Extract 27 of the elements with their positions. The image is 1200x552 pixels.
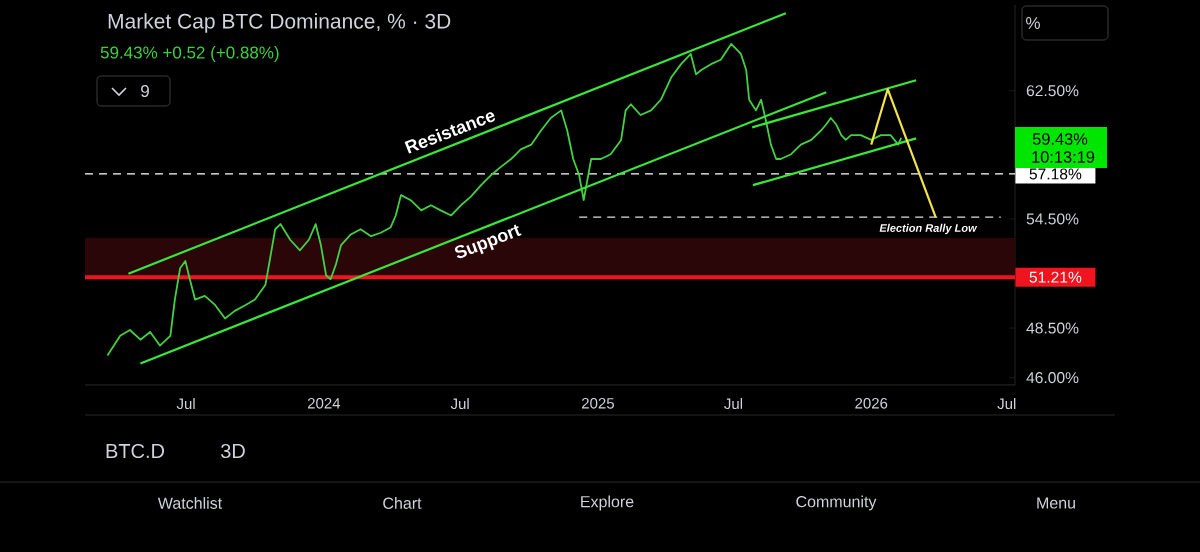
text: %: [1026, 17, 1040, 29]
x-tick-label: Jul: [176, 398, 195, 410]
text: Explore: [581, 495, 634, 511]
annotation: 9: [141, 84, 149, 97]
annotation: Election Rally Low: [879, 223, 978, 235]
y-tick-label: 54.50%: [1026, 213, 1079, 225]
ref-line-label: 51.21%: [1029, 271, 1082, 283]
text: Watchlist: [157, 497, 223, 509]
text: 59.43% +0.52 (+0.88%): [100, 46, 279, 62]
x-tick-label: Jul: [724, 398, 743, 410]
x-tick-label: 2024: [307, 398, 341, 409]
text: 10:13:19: [1032, 151, 1095, 163]
text: Community: [796, 495, 877, 511]
x-tick-label: 2025: [581, 398, 614, 409]
x-tick-label: 2026: [855, 398, 888, 409]
x-tick-label: Jul: [450, 398, 469, 410]
text: BTC.D: [106, 443, 165, 459]
x-tick-label: Jul: [997, 398, 1016, 410]
y-tick-label: 46.00%: [1026, 372, 1079, 384]
ref-line-label: 57.18%: [1029, 168, 1082, 180]
text: 3D: [220, 443, 245, 459]
text: 59.43%: [1032, 133, 1088, 145]
text: Menu: [1037, 497, 1075, 509]
chart-title: Market Cap BTC Dominance, % · 3D: [108, 13, 451, 33]
y-tick-label: 62.50%: [1026, 85, 1079, 97]
text: Chart: [383, 497, 422, 509]
y-tick-label: 48.50%: [1026, 322, 1079, 334]
